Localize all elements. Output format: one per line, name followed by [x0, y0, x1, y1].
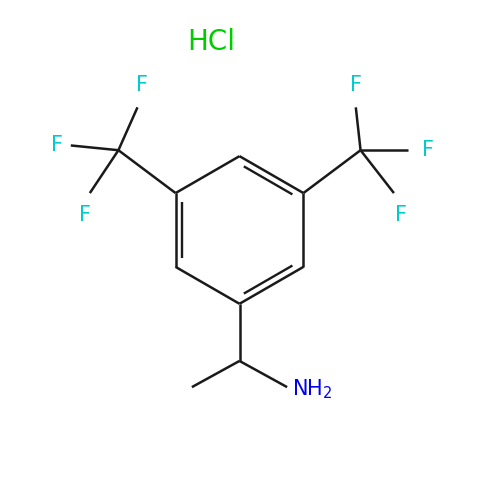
Text: F: F — [79, 205, 91, 225]
Text: F: F — [350, 76, 362, 95]
Text: F: F — [136, 76, 148, 95]
Text: F: F — [51, 136, 64, 156]
Text: HCl: HCl — [187, 28, 235, 56]
Text: F: F — [422, 140, 433, 160]
Text: NH$_2$: NH$_2$ — [292, 378, 332, 401]
Text: F: F — [395, 205, 407, 225]
